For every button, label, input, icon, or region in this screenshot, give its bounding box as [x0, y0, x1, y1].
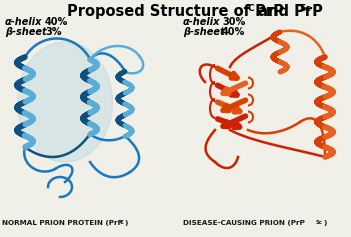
Text: α-helix: α-helix — [5, 17, 42, 27]
Text: C: C — [248, 4, 254, 13]
Text: Sc: Sc — [316, 220, 323, 225]
Text: α-helix: α-helix — [183, 17, 220, 27]
Text: 3%: 3% — [45, 27, 61, 37]
Text: C: C — [120, 220, 124, 225]
Text: and PrP: and PrP — [253, 4, 323, 19]
Text: 40%: 40% — [45, 17, 68, 27]
Text: DISEASE-CAUSING PRION (PrP: DISEASE-CAUSING PRION (PrP — [183, 220, 305, 226]
Text: Sc: Sc — [299, 4, 311, 13]
Text: 40%: 40% — [222, 27, 245, 37]
Ellipse shape — [18, 42, 113, 162]
Text: β-sheet: β-sheet — [5, 27, 47, 37]
Text: Proposed Structure of PrP: Proposed Structure of PrP — [67, 4, 284, 19]
Text: ): ) — [124, 220, 127, 226]
Text: NORMAL PRION PROTEIN (PrP: NORMAL PRION PROTEIN (PrP — [2, 220, 123, 226]
Text: ): ) — [323, 220, 326, 226]
Text: 30%: 30% — [222, 17, 245, 27]
Text: β-sheet: β-sheet — [183, 27, 225, 37]
